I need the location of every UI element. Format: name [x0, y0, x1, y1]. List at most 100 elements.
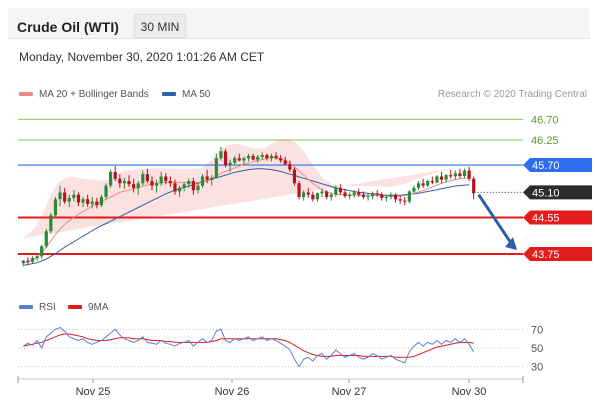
candle-body — [196, 185, 200, 191]
candle-body — [462, 170, 467, 176]
candle-body — [205, 176, 209, 180]
candle-body — [407, 191, 411, 202]
candle-body — [21, 260, 25, 264]
candle-body — [439, 176, 444, 180]
candle-body — [357, 192, 361, 195]
candle-body — [375, 193, 379, 195]
level-badge-45.70 — [523, 158, 592, 173]
legend-bollinger-label: MA 20 + Bollinger Bands — [39, 89, 149, 100]
x-tick-label: Nov 25 — [76, 386, 111, 398]
datetime-label: Monday, November 30, 2020 1:01:26 AM CET — [19, 50, 265, 64]
candle-body — [265, 155, 269, 159]
candle-body — [334, 187, 338, 195]
candle-body — [352, 192, 356, 195]
bollinger-swatch — [19, 92, 33, 97]
candle-body — [302, 192, 306, 197]
timeframe-button[interactable]: 30 MIN — [134, 14, 186, 38]
candle-body — [58, 192, 62, 200]
candle-body — [288, 164, 292, 170]
research-credit: Research © 2020 Trading Central — [437, 89, 587, 100]
candle-body — [228, 162, 232, 166]
candle-body — [30, 258, 35, 262]
candle-body — [214, 158, 218, 178]
candle-body — [444, 175, 448, 180]
legend-rsi-label: RSI — [39, 302, 56, 313]
candle-body — [49, 215, 53, 232]
candle-body — [370, 193, 375, 197]
candle-body — [279, 158, 283, 161]
candle-body — [453, 173, 457, 177]
candle-body — [150, 181, 154, 186]
candle-body — [398, 199, 402, 201]
candle-body — [242, 158, 246, 161]
x-tick-label: Nov 27 — [332, 386, 367, 398]
bollinger-band-fill — [23, 138, 470, 239]
candle-body — [164, 176, 168, 182]
candle-body — [361, 194, 365, 197]
candle-body — [435, 176, 439, 183]
rsi-9ma-line — [23, 333, 474, 358]
candle-body — [292, 169, 297, 184]
candle-body — [67, 197, 71, 202]
candle-body — [210, 177, 214, 180]
current-price-badge — [523, 185, 592, 200]
legend-bollinger: MA 20 + Bollinger Bands — [19, 89, 149, 100]
candle-body — [384, 196, 388, 198]
candle-body — [113, 171, 117, 179]
chart-header: Crude Oil (WTI) 30 MIN — [8, 8, 590, 38]
rsi-tick-30: 30 — [531, 362, 543, 374]
legend-ma50-label: MA 50 — [182, 89, 211, 100]
ma9-swatch — [68, 305, 82, 310]
candle-body — [90, 201, 94, 204]
candle-body — [449, 175, 453, 177]
current-price-label: 45.10 — [532, 187, 560, 199]
candle-body — [154, 183, 159, 186]
candle-body — [311, 194, 315, 200]
candle-body — [274, 155, 278, 159]
level-label-46.70: 46.70 — [531, 114, 559, 126]
candle-body — [118, 178, 122, 184]
candle-body — [297, 183, 301, 197]
candle-body — [122, 181, 127, 184]
candle-body — [237, 158, 241, 161]
candle-body — [136, 183, 140, 188]
candle-body — [40, 246, 44, 257]
rsi-tick-70: 70 — [531, 324, 543, 336]
level-badge-43.75 — [523, 247, 592, 262]
candle-body — [99, 196, 104, 206]
candle-body — [251, 155, 255, 160]
legend-9ma: 9MA — [68, 302, 109, 313]
candle-body — [426, 181, 430, 186]
candle-body — [104, 185, 108, 197]
legend-rsi: RSI — [19, 302, 56, 313]
candle-body — [72, 194, 76, 198]
candle-body — [109, 171, 113, 186]
candle-body — [421, 183, 425, 186]
candle-body — [95, 201, 99, 206]
candle-body — [26, 260, 30, 262]
candle-body — [86, 199, 90, 204]
candle-body — [366, 196, 370, 198]
ma50-swatch — [162, 92, 176, 97]
legend-9ma-label: 9MA — [88, 302, 109, 313]
candle-body — [53, 199, 58, 216]
candle-body — [343, 192, 347, 197]
legend-ma50: MA 50 — [162, 89, 210, 100]
x-tick-label: Nov 30 — [452, 386, 487, 398]
candle-body — [44, 231, 48, 247]
candle-body — [81, 199, 85, 203]
candle-body — [141, 174, 145, 184]
candle-body — [403, 200, 407, 202]
candle-body — [472, 178, 476, 194]
rsi-line — [23, 326, 475, 368]
candle-body — [132, 184, 136, 188]
candle-body — [63, 192, 67, 202]
candle-body — [325, 191, 329, 197]
candle-body — [430, 181, 434, 183]
candle-body — [412, 187, 416, 192]
candle-body — [315, 193, 320, 200]
candle-body — [416, 183, 421, 188]
rsi-tick-50: 50 — [531, 343, 543, 355]
candle-body — [182, 184, 186, 188]
